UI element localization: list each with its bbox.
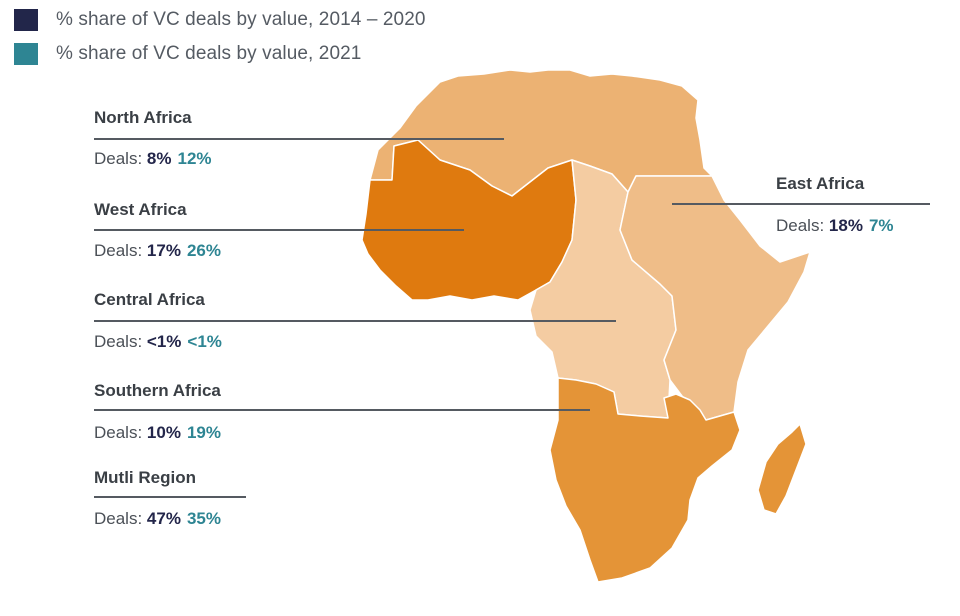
multi-region-leader-line [94,496,246,498]
deals-label: Deals: [94,149,143,168]
central-africa-value-2014-2020: <1% [146,332,182,351]
deals-label: Deals: [94,423,143,442]
legend-label-2021: % share of VC deals by value, 2021 [56,43,362,64]
west-africa-title: West Africa [94,200,187,219]
central-africa-leader-line [94,320,616,322]
central-africa-value-2021: <1% [187,332,222,351]
east-africa-region [619,175,811,421]
southern-africa-leader-line [94,409,590,411]
central-africa-title: Central Africa [94,290,205,309]
east-africa-value-2021: 7% [868,216,894,235]
west-africa-value-2014-2020: 17% [146,241,181,260]
north-africa-value-2021: 12% [177,149,212,168]
east-africa-deals: Deals: 18% 7% [776,216,894,236]
west-africa-deals: Deals: 17% 26% [94,241,221,261]
north-africa-value-2014-2020: 8% [146,149,172,168]
multi-region-value-2021: 35% [186,509,221,528]
legend-swatch-2014-2020 [14,9,38,31]
deals-label: Deals: [94,241,143,260]
deals-label: Deals: [94,332,143,351]
legend-swatch-2021 [14,43,38,65]
west-africa-leader-line [94,229,464,231]
west-africa-value-2021: 26% [186,241,221,260]
deals-label: Deals: [776,216,825,235]
north-africa-title: North Africa [94,108,192,127]
north-africa-leader-line [94,138,504,140]
east-africa-leader-line [672,203,930,205]
southern-africa-region [549,377,741,583]
multi-region-value-2014-2020: 47% [146,509,181,528]
legend-item-2021: % share of VC deals by value, 2021 [14,43,361,65]
multi-region-deals: Deals: 47% 35% [94,509,221,529]
legend-item-2014-2020: % share of VC deals by value, 2014 – 202… [14,9,426,31]
east-africa-value-2014-2020: 18% [828,216,863,235]
east-africa-title: East Africa [776,174,865,193]
north-africa-deals: Deals: 8% 12% [94,149,212,169]
deals-label: Deals: [94,509,143,528]
southern-africa-value-2014-2020: 10% [146,423,181,442]
multi-region-title: Mutli Region [94,468,196,487]
legend-label-2014-2020: % share of VC deals by value, 2014 – 202… [56,9,426,30]
madagascar-island [757,423,807,515]
central-africa-deals: Deals: <1% <1% [94,332,222,352]
southern-africa-title: Southern Africa [94,381,221,400]
southern-africa-deals: Deals: 10% 19% [94,423,221,443]
southern-africa-value-2021: 19% [186,423,221,442]
